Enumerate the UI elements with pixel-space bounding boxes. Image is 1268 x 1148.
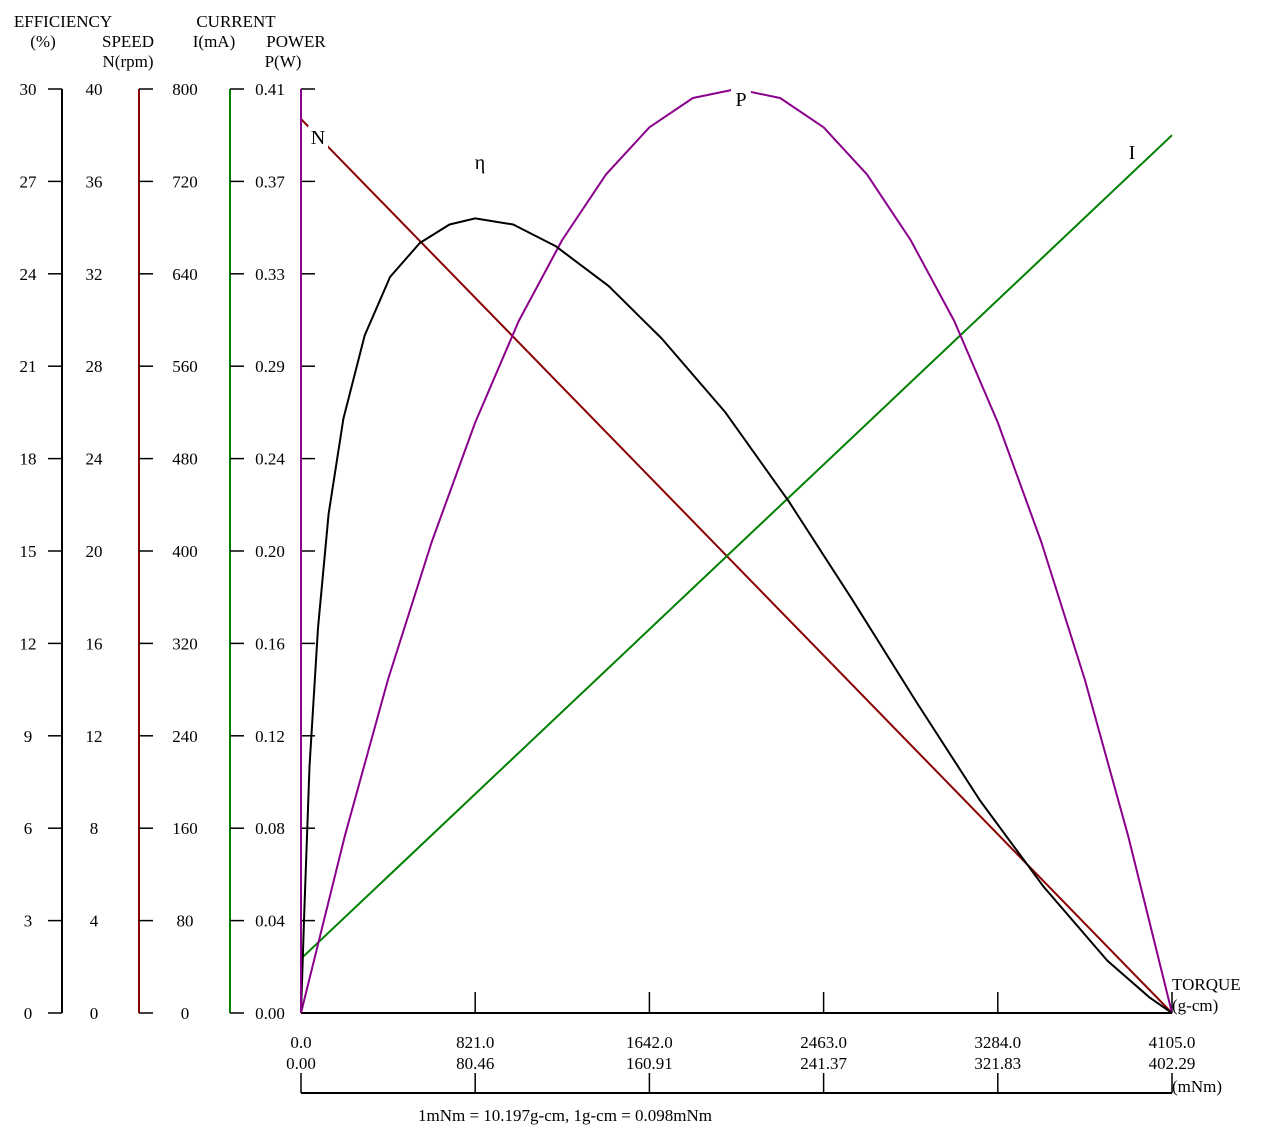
efficiency-tick-label: 3 bbox=[24, 912, 33, 931]
speed-label-bg bbox=[308, 126, 328, 148]
power-tick-label: 0.37 bbox=[255, 172, 285, 191]
efficiency-tick-label: 21 bbox=[20, 357, 37, 376]
speed-tick-label: 12 bbox=[86, 727, 103, 746]
x-axis-unit: (g-cm) bbox=[1172, 996, 1218, 1015]
x-secondary-tick-label: 80.46 bbox=[456, 1054, 494, 1073]
speed-tick-label: 40 bbox=[86, 80, 103, 99]
power-axis-title: POWER bbox=[266, 32, 326, 51]
efficiency-curve-label: η bbox=[475, 152, 485, 174]
x-secondary-axis-unit: (mNm) bbox=[1172, 1077, 1222, 1096]
series-power: P bbox=[300, 88, 1173, 1014]
current-axis-title: I(mA) bbox=[193, 32, 235, 51]
efficiency-axis-title: EFFICIENCY bbox=[14, 12, 112, 31]
efficiency-tick-label: 12 bbox=[20, 634, 37, 653]
current-tick-label: 560 bbox=[172, 357, 198, 376]
power-tick-label: 0.29 bbox=[255, 357, 285, 376]
series-efficiency: η bbox=[300, 151, 1173, 1014]
power-curve bbox=[300, 88, 1173, 1014]
x-axis-title: TORQUE bbox=[1172, 975, 1241, 994]
speed-curve-label: N bbox=[311, 127, 325, 149]
power-label-bg bbox=[731, 88, 751, 110]
speed-tick-label: 24 bbox=[86, 450, 104, 469]
power-axis: 0.00 0.04 0.08 0.12 0.16 0.20 0.24 0.29 0.33 0.37… bbox=[255, 32, 326, 1023]
efficiency-tick-label: 27 bbox=[20, 172, 38, 191]
efficiency-tick-label: 24 bbox=[20, 265, 38, 284]
power-tick-label: 0.33 bbox=[255, 265, 285, 284]
power-tick-label: 0.00 bbox=[255, 1004, 285, 1023]
current-axis-title: CURRENT bbox=[196, 12, 276, 31]
power-axis-title: P(W) bbox=[265, 52, 302, 71]
speed-tick-label: 20 bbox=[86, 542, 103, 561]
speed-tick-label: 16 bbox=[86, 634, 103, 653]
efficiency-tick-label: 9 bbox=[24, 727, 33, 746]
current-curve-label: I bbox=[1129, 142, 1136, 164]
speed-tick-label: 8 bbox=[90, 819, 99, 838]
current-tick-label: 480 bbox=[172, 450, 198, 469]
current-tick-label: 400 bbox=[172, 542, 198, 561]
x-secondary-tick-label: 160.91 bbox=[626, 1054, 673, 1073]
current-tick-label: 0 bbox=[181, 1004, 190, 1023]
speed-axis-title: N(rpm) bbox=[103, 52, 154, 71]
current-tick-label: 720 bbox=[172, 172, 198, 191]
x-secondary-tick-label: 402.29 bbox=[1149, 1054, 1196, 1073]
power-tick-label: 0.41 bbox=[255, 80, 285, 99]
power-tick-label: 0.16 bbox=[255, 634, 285, 653]
x-tick-label: 821.0 bbox=[456, 1033, 494, 1052]
power-tick-label: 0.24 bbox=[255, 450, 285, 469]
x-tick-label: 3284.0 bbox=[974, 1033, 1021, 1052]
speed-tick-label: 32 bbox=[86, 265, 103, 284]
efficiency-tick-label: 15 bbox=[20, 542, 37, 561]
speed-tick-label: 0 bbox=[90, 1004, 99, 1023]
speed-curve bbox=[300, 118, 1173, 1014]
series-speed: N bbox=[300, 118, 1173, 1014]
efficiency-axis-title: (%) bbox=[30, 32, 55, 51]
current-axis: 0 80 160 240 320 400 480 560 640 720 800 CURRENTI(m… bbox=[172, 12, 276, 1023]
x-tick-label: 2463.0 bbox=[800, 1033, 847, 1052]
series-current: I bbox=[300, 134, 1173, 960]
power-tick-label: 0.08 bbox=[255, 819, 285, 838]
efficiency-tick-label: 30 bbox=[20, 80, 37, 99]
speed-axis-title: SPEED bbox=[102, 32, 154, 51]
speed-tick-label: 4 bbox=[90, 912, 99, 931]
x-secondary-tick-label: 241.37 bbox=[800, 1054, 847, 1073]
efficiency-curve bbox=[300, 217, 1173, 1014]
power-tick-label: 0.12 bbox=[255, 727, 285, 746]
current-curve bbox=[300, 134, 1173, 960]
power-tick-label: 0.20 bbox=[255, 542, 285, 561]
x-secondary-tick-label: 0.00 bbox=[286, 1054, 316, 1073]
y-axes: 036912151821242730EFFICIENCY(%)048121620… bbox=[14, 12, 327, 1023]
current-tick-label: 80 bbox=[177, 912, 194, 931]
current-tick-label: 240 bbox=[172, 727, 198, 746]
efficiency-tick-label: 6 bbox=[24, 819, 33, 838]
current-tick-label: 640 bbox=[172, 265, 198, 284]
speed-tick-label: 36 bbox=[86, 172, 103, 191]
speed-tick-label: 28 bbox=[86, 357, 103, 376]
current-tick-label: 160 bbox=[172, 819, 198, 838]
efficiency-label-bg bbox=[470, 151, 490, 173]
x-tick-label: 0.0 bbox=[290, 1033, 311, 1052]
power-curve-label: P bbox=[735, 89, 746, 111]
efficiency-tick-label: 0 bbox=[24, 1004, 33, 1023]
x-tick-label: 4105.0 bbox=[1149, 1033, 1196, 1052]
current-tick-label: 320 bbox=[172, 634, 198, 653]
x-tick-label: 1642.0 bbox=[626, 1033, 673, 1052]
current-label-bg bbox=[1122, 141, 1142, 163]
x-axis: 0.0 0.00 821.0 80.46 1642.0 160.91 2463.0 241.3… bbox=[286, 975, 1241, 1096]
conversion-note: 1mNm = 10.197g-cm, 1g-cm = 0.098mNm bbox=[418, 1106, 712, 1125]
performance-curves: N I Pη bbox=[300, 88, 1173, 1014]
power-tick-label: 0.04 bbox=[255, 912, 285, 931]
current-tick-label: 800 bbox=[172, 80, 198, 99]
x-secondary-tick-label: 321.83 bbox=[974, 1054, 1021, 1073]
efficiency-tick-label: 18 bbox=[20, 450, 37, 469]
